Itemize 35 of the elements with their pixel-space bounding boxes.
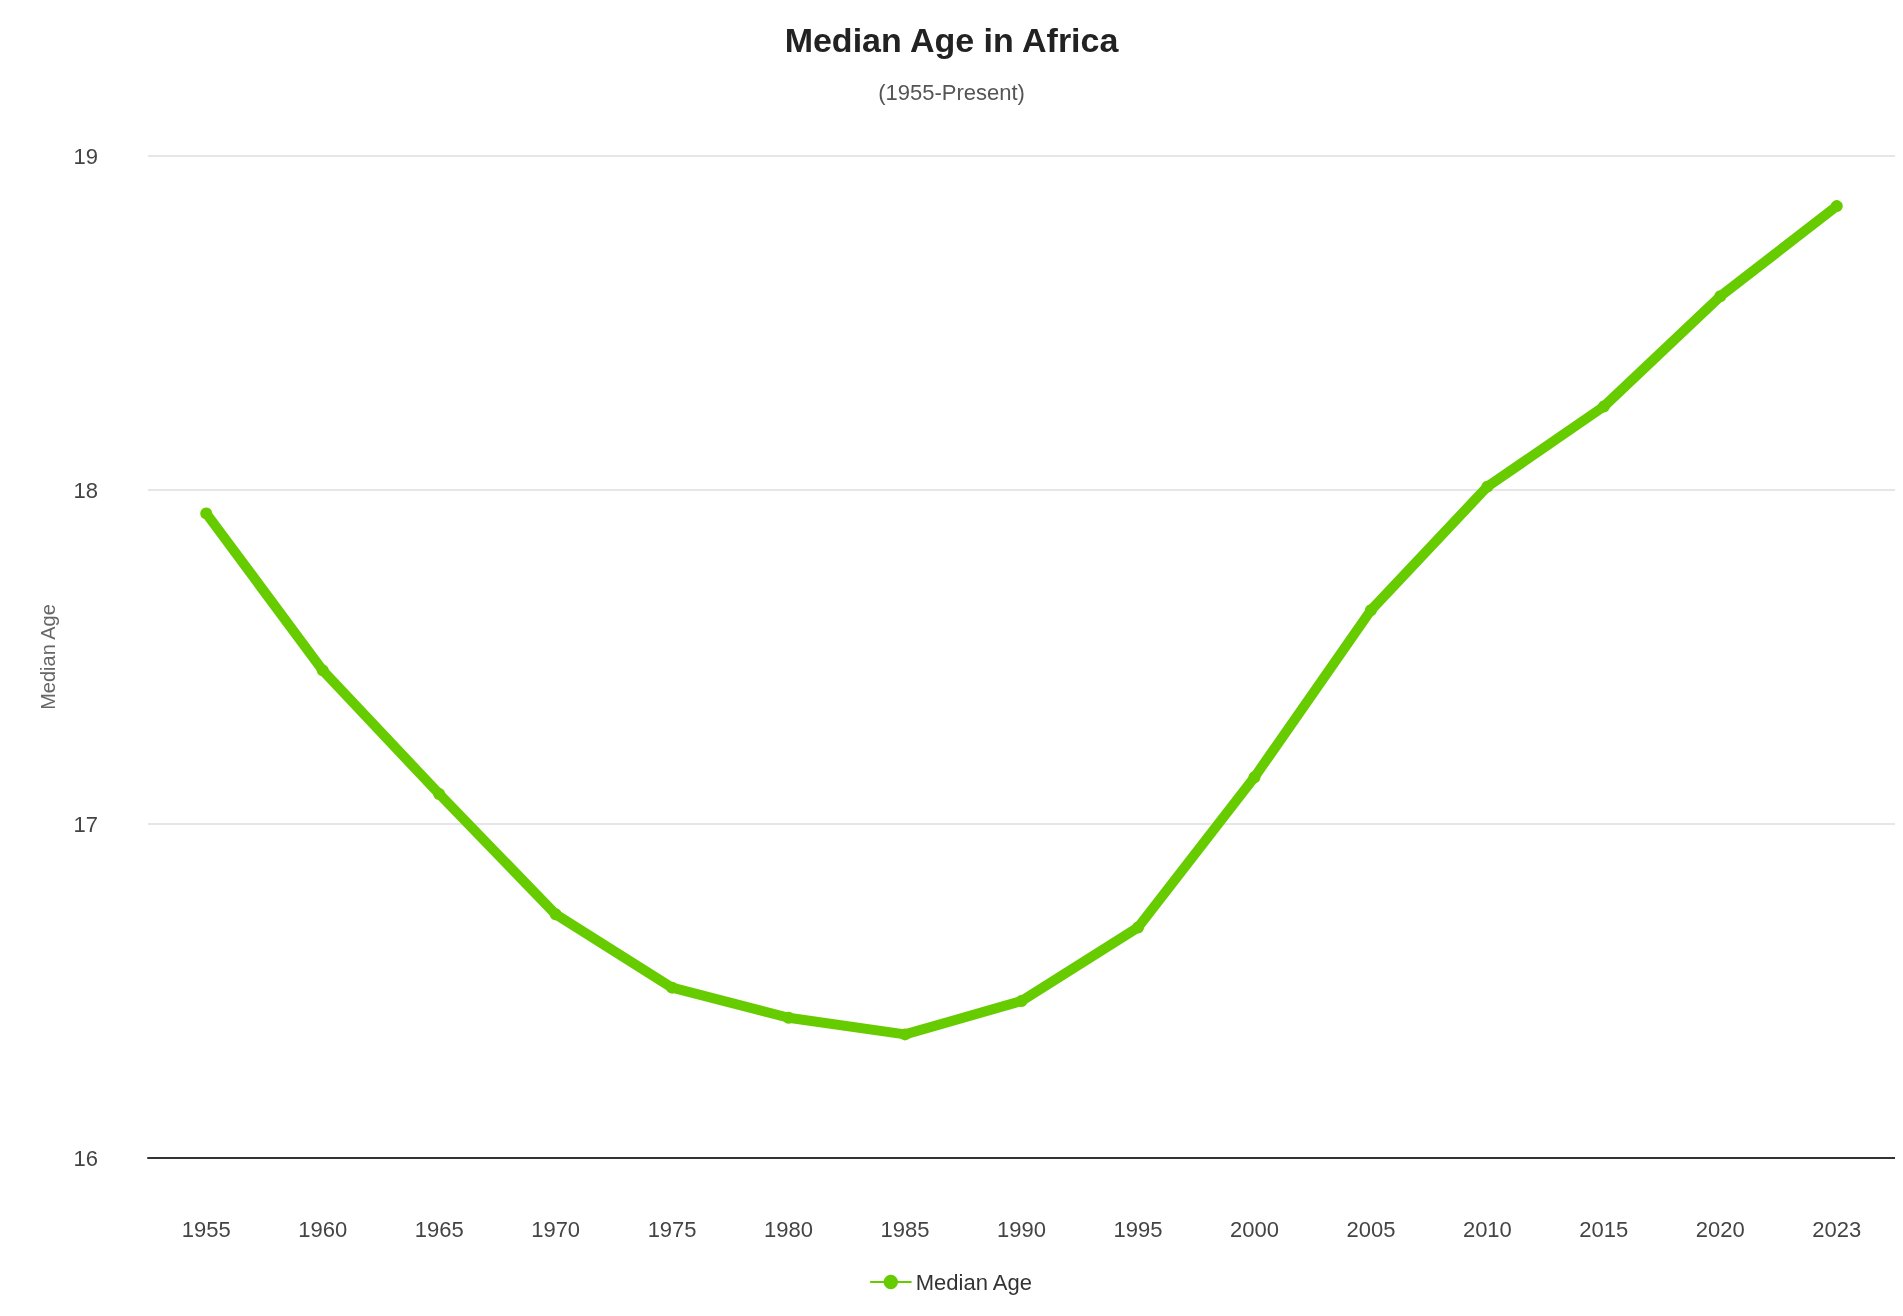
point (1131, 921, 1144, 934)
x-tick-label: 2023 (1812, 1216, 1862, 1242)
x-tick-label: 1990 (997, 1216, 1046, 1242)
point (1248, 771, 1261, 784)
y-tick-label: 16 (73, 1145, 98, 1171)
x-tick-label: 2005 (1346, 1216, 1396, 1242)
chart-title: Median Age in Africa (784, 21, 1120, 59)
point (1481, 480, 1494, 493)
x-tick-label: 1975 (647, 1216, 697, 1242)
point (1364, 604, 1377, 617)
x-tick-label: 2010 (1462, 1216, 1512, 1242)
x-tick-label: 2020 (1695, 1216, 1745, 1242)
point (200, 507, 213, 520)
x-tick-label: 1955 (181, 1216, 231, 1242)
point (433, 787, 446, 800)
x-tick-label: 1970 (531, 1216, 581, 1242)
x-tick-label: 1965 (414, 1216, 464, 1242)
x-tick-label: 2015 (1579, 1216, 1629, 1242)
point (1830, 200, 1843, 213)
point (1597, 400, 1610, 413)
point (316, 664, 329, 677)
y-tick-label: 19 (73, 143, 98, 169)
y-axis-title: Median Age (37, 604, 59, 710)
point (549, 908, 562, 921)
x-tick-label: 2000 (1229, 1216, 1279, 1242)
x-tick-label: 1980 (764, 1216, 814, 1242)
chart-subtitle: (1955-Present) (878, 79, 1025, 105)
x-tick-label: 1995 (1113, 1216, 1163, 1242)
y-tick-label: 17 (73, 811, 98, 837)
x-tick-label: 1960 (298, 1216, 348, 1242)
point (1714, 290, 1727, 303)
point (1015, 995, 1028, 1008)
y-tick-label: 18 (73, 477, 98, 503)
legend-label: Median Age (915, 1269, 1032, 1295)
x-tick-label: 1985 (880, 1216, 930, 1242)
